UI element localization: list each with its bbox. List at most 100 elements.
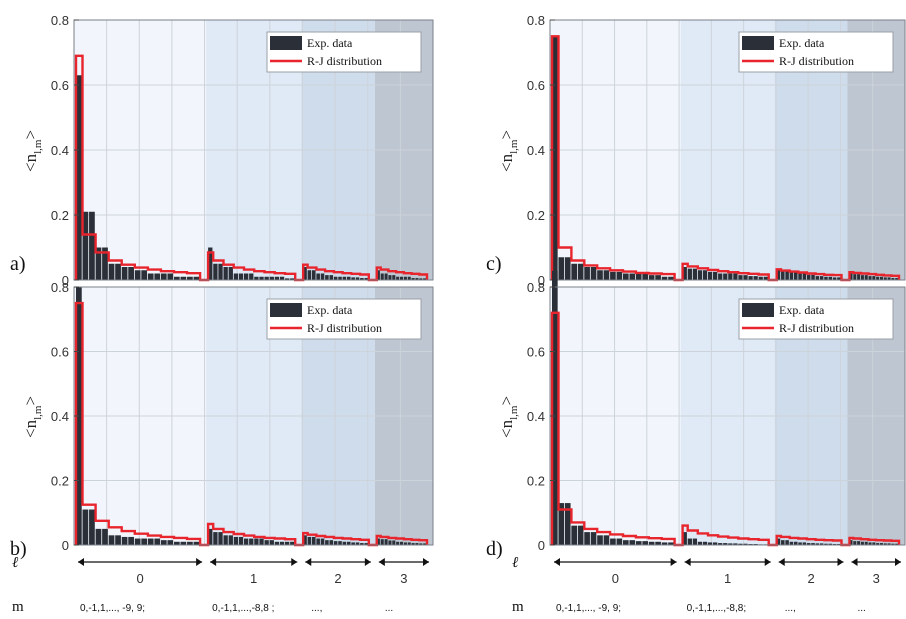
y-label-close: > (497, 130, 516, 140)
legend-swatch-exp (270, 303, 302, 317)
exp-bar (753, 276, 758, 280)
exp-bar (342, 276, 347, 280)
exp-bar (661, 276, 668, 280)
exp-bar (610, 538, 616, 545)
exp-bar (702, 270, 708, 280)
l-value-label: 3 (400, 571, 407, 586)
exp-bar (360, 543, 364, 545)
exp-bar (396, 541, 400, 545)
y-label-close: > (497, 396, 516, 406)
y-label-main: <n (21, 419, 40, 438)
exp-bar (577, 525, 584, 545)
exp-bar (364, 278, 369, 280)
panel-label: c) (486, 253, 502, 275)
exp-bar (718, 273, 723, 280)
exp-bar (264, 540, 269, 545)
exp-bar (577, 263, 584, 280)
y-axis-label: <nl,m> (21, 130, 44, 172)
exp-bar (597, 270, 603, 280)
exp-bar (76, 75, 82, 280)
exp-bar (134, 270, 141, 280)
exp-bar (748, 276, 753, 280)
legend-swatch-exp (742, 36, 774, 50)
exp-bar (187, 541, 193, 545)
exp-bar (590, 532, 597, 545)
exp-bar (89, 211, 95, 280)
arrow-head-left (554, 558, 560, 566)
exp-bar (806, 274, 811, 280)
axis-rows: ℓ m 0 0,-1,1,..., -9, 9; 1 0,-1,1,...,-8,8 ; 2… (12, 555, 901, 615)
exp-bar (879, 276, 883, 280)
exp-bar (316, 273, 320, 280)
exp-bar (798, 273, 802, 280)
y-tick-label: 0.8 (51, 280, 69, 295)
exp-bar (815, 276, 820, 280)
exp-bar (243, 538, 249, 545)
arrow-head-right (291, 558, 298, 566)
exp-bar (558, 257, 565, 280)
chart-panel-a: 0 0.2 0.4 0.6 0.8 <nl,m> a) Exp. data R-J distri… (10, 13, 434, 288)
exp-bar (173, 541, 180, 545)
exp-bar (758, 276, 763, 280)
exp-bar (243, 273, 249, 280)
exp-bar (789, 272, 794, 280)
exp-bar (661, 542, 668, 545)
exp-bar (682, 267, 687, 280)
exp-bar (738, 543, 743, 545)
exp-bar (692, 538, 698, 545)
exp-bar (376, 538, 380, 545)
exp-bar (213, 532, 218, 545)
arrow-head-right (196, 558, 203, 566)
exp-bar (819, 543, 824, 545)
exp-bar (642, 273, 649, 280)
exp-bar (872, 276, 876, 280)
exp-bar (895, 543, 899, 545)
exp-bar (115, 535, 121, 545)
exp-bar (864, 541, 868, 545)
l-row-symbol: ℓ (12, 555, 18, 571)
exp-bar (223, 535, 228, 545)
exp-bar (228, 267, 233, 280)
exp-bar (868, 276, 872, 280)
exp-bar (776, 270, 781, 280)
exp-bar (320, 538, 325, 545)
exp-bar (876, 276, 880, 280)
exp-bar (564, 503, 571, 545)
exp-bar (249, 538, 254, 545)
exp-bar (338, 541, 342, 545)
legend-label-rj: R-J distribution (779, 54, 854, 68)
exp-bar (407, 542, 411, 545)
panel-label: b) (10, 538, 27, 560)
arrow-head-left (210, 558, 217, 566)
y-tick-label: 0.6 (51, 78, 69, 93)
exp-bar (399, 541, 404, 545)
chart-panel-b: 0 0.2 0.4 0.6 0.8 <nl,m> b) Exp. data R-J distri… (10, 280, 434, 560)
exp-bar (147, 273, 154, 280)
exp-bar (849, 540, 853, 545)
exp-bar (629, 540, 636, 545)
exp-bar (160, 540, 167, 545)
y-axis-label: <nl,m> (497, 130, 520, 172)
exp-bar (180, 541, 187, 545)
y-label-sub: l,m (508, 405, 520, 420)
exp-bar (115, 263, 121, 280)
exp-bar (819, 276, 824, 280)
exp-bar (655, 541, 661, 545)
chart-panel-c: 0 0.2 0.4 0.6 0.8 <nl,m> c) Exp. data R-J distri… (486, 13, 906, 288)
exp-bar (411, 543, 415, 545)
arrow-head-right (670, 558, 677, 566)
y-tick-label: 0.4 (51, 409, 69, 424)
m-value-label: 0,-1,1,...,-8,8 ; (212, 603, 274, 614)
exp-bar (635, 541, 642, 545)
exp-bar (160, 273, 167, 280)
arrow-head-left (305, 558, 312, 566)
l-value-label: 1 (724, 571, 731, 586)
y-tick-label: 0.8 (527, 13, 545, 28)
exp-bar (697, 541, 703, 545)
m-row-symbol: m (12, 599, 24, 615)
exp-bar (887, 277, 891, 280)
exp-bar (279, 541, 285, 545)
exp-bar (635, 273, 642, 280)
y-tick-label: 0.6 (51, 345, 69, 360)
exp-bar (154, 538, 161, 545)
